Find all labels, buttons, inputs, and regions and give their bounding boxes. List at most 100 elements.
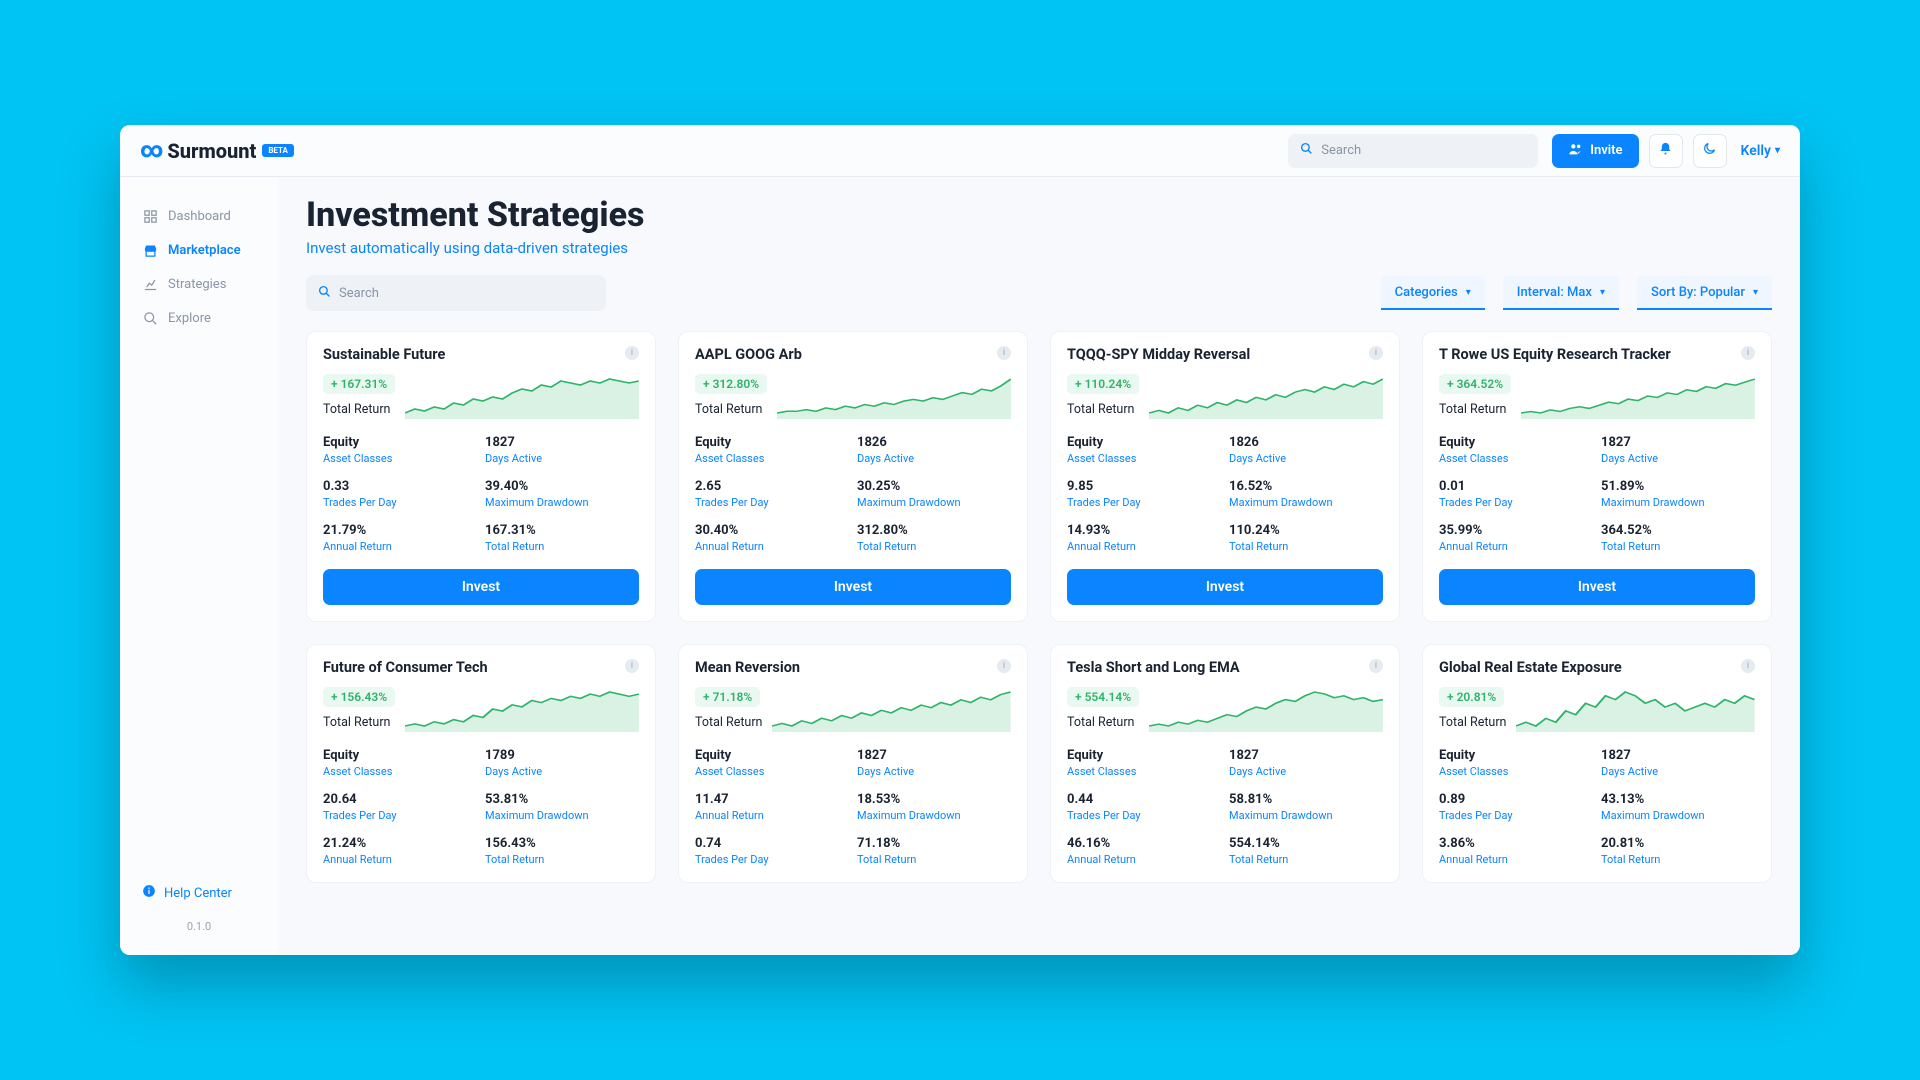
sidebar-item-strategies[interactable]: Strategies <box>120 267 278 301</box>
strategy-title: Tesla Short and Long EMA <box>1067 659 1240 676</box>
stat-ar: 0.74Trades Per Day <box>695 836 849 866</box>
stat-dd: 16.52%Maximum Drawdown <box>1229 479 1383 509</box>
invite-label: Invite <box>1590 143 1622 158</box>
info-icon[interactable]: i <box>1369 346 1383 360</box>
notifications-button[interactable] <box>1649 134 1683 168</box>
beta-badge: BETA <box>262 144 294 157</box>
stat-tr: 312.80%Total Return <box>857 523 1011 553</box>
stat-tpd: 0.33Trades Per Day <box>323 479 477 509</box>
sparkline-chart <box>405 686 639 732</box>
sort-label: Sort By: Popular <box>1651 285 1745 300</box>
stat-asset: EquityAsset Classes <box>1067 435 1221 465</box>
sparkline-chart <box>1149 686 1383 732</box>
stat-tr: 20.81%Total Return <box>1601 836 1755 866</box>
stat-days: 1827Days Active <box>1601 435 1755 465</box>
user-menu[interactable]: Kelly ▾ <box>1741 143 1781 159</box>
stat-days: 1789Days Active <box>485 748 639 778</box>
interval-filter[interactable]: Interval: Max ▾ <box>1503 276 1619 310</box>
sparkline-chart <box>1521 373 1755 419</box>
return-label: Total Return <box>1067 402 1139 417</box>
strategy-card: AAPL GOOG Arbi+ 312.80%Total ReturnEquit… <box>678 331 1028 622</box>
sidebar-item-label: Strategies <box>168 277 226 292</box>
stat-tr: 554.14%Total Return <box>1229 836 1383 866</box>
chevron-down-icon: ▾ <box>1466 287 1471 298</box>
stat-tpd: 0.01Trades Per Day <box>1439 479 1593 509</box>
global-search[interactable]: Search <box>1288 134 1538 168</box>
brand-logo[interactable]: ∞ Surmount BETA <box>140 138 294 163</box>
strategy-search-placeholder: Search <box>339 286 379 301</box>
info-icon[interactable]: i <box>1369 659 1383 673</box>
moon-icon <box>1702 141 1717 160</box>
stat-ar: 21.79%Annual Return <box>323 523 477 553</box>
info-icon[interactable]: i <box>997 659 1011 673</box>
stat-dd: 58.81%Maximum Drawdown <box>1229 792 1383 822</box>
info-icon[interactable]: i <box>625 659 639 673</box>
invite-button[interactable]: Invite <box>1552 134 1638 168</box>
return-label: Total Return <box>695 715 762 730</box>
chart-icon <box>142 276 158 292</box>
sidebar-item-label: Explore <box>168 311 211 326</box>
strategy-card: Sustainable Futurei+ 167.31%Total Return… <box>306 331 656 622</box>
stat-dd: 51.89%Maximum Drawdown <box>1601 479 1755 509</box>
return-label: Total Return <box>1439 715 1506 730</box>
sort-filter[interactable]: Sort By: Popular ▾ <box>1637 276 1772 310</box>
stat-tr: 167.31%Total Return <box>485 523 639 553</box>
filter-bar: Search Categories ▾ Interval: Max ▾ Sort… <box>306 275 1772 311</box>
return-label: Total Return <box>323 715 395 730</box>
stat-dd: 18.53%Maximum Drawdown <box>857 792 1011 822</box>
strategy-card: Mean Reversioni+ 71.18%Total ReturnEquit… <box>678 644 1028 883</box>
user-name: Kelly <box>1741 143 1771 159</box>
stat-tpd: 11.47Annual Return <box>695 792 849 822</box>
sidebar-item-marketplace[interactable]: Marketplace <box>120 233 278 267</box>
stat-tpd: 20.64Trades Per Day <box>323 792 477 822</box>
page-title: Investment Strategies <box>306 195 1772 235</box>
strategy-title: TQQQ-SPY Midday Reversal <box>1067 346 1250 363</box>
stat-ar: 46.16%Annual Return <box>1067 836 1221 866</box>
invest-button[interactable]: Invest <box>1439 569 1755 605</box>
stat-asset: EquityAsset Classes <box>1439 435 1593 465</box>
sidebar-item-explore[interactable]: Explore <box>120 301 278 335</box>
stat-dd: 53.81%Maximum Drawdown <box>485 792 639 822</box>
info-icon[interactable]: i <box>997 346 1011 360</box>
search-icon <box>142 310 158 326</box>
invest-button[interactable]: Invest <box>1067 569 1383 605</box>
stat-tr: 110.24%Total Return <box>1229 523 1383 553</box>
theme-toggle[interactable] <box>1693 134 1727 168</box>
help-center-link[interactable]: Help Center <box>120 876 278 910</box>
info-icon[interactable]: i <box>625 346 639 360</box>
stat-ar: 35.99%Annual Return <box>1439 523 1593 553</box>
stat-tpd: 0.89Trades Per Day <box>1439 792 1593 822</box>
strategy-card: Future of Consumer Techi+ 156.43%Total R… <box>306 644 656 883</box>
stat-ar: 14.93%Annual Return <box>1067 523 1221 553</box>
sparkline-chart <box>405 373 639 419</box>
stat-ar: 3.86%Annual Return <box>1439 836 1593 866</box>
sidebar-item-label: Dashboard <box>168 209 231 224</box>
return-badge: + 312.80% <box>695 374 767 394</box>
stat-dd: 43.13%Maximum Drawdown <box>1601 792 1755 822</box>
strategy-search[interactable]: Search <box>306 275 606 311</box>
categories-filter[interactable]: Categories ▾ <box>1381 276 1485 310</box>
stat-ar: 21.24%Annual Return <box>323 836 477 866</box>
sidebar-item-label: Marketplace <box>168 243 241 258</box>
sidebar-item-dashboard[interactable]: Dashboard <box>120 199 278 233</box>
strategy-card: TQQQ-SPY Midday Reversali+ 110.24%Total … <box>1050 331 1400 622</box>
stat-days: 1827Days Active <box>485 435 639 465</box>
info-icon[interactable]: i <box>1741 659 1755 673</box>
strategy-card: Global Real Estate Exposurei+ 20.81%Tota… <box>1422 644 1772 883</box>
stat-days: 1827Days Active <box>1601 748 1755 778</box>
search-icon <box>1300 142 1313 159</box>
strategy-card: Tesla Short and Long EMAi+ 554.14%Total … <box>1050 644 1400 883</box>
stat-dd: 30.25%Maximum Drawdown <box>857 479 1011 509</box>
chevron-down-icon: ▾ <box>1753 287 1758 298</box>
page-subtitle: Invest automatically using data-driven s… <box>306 239 1772 257</box>
invest-button[interactable]: Invest <box>695 569 1011 605</box>
return-badge: + 364.52% <box>1439 374 1511 394</box>
return-badge: + 156.43% <box>323 687 395 707</box>
info-icon[interactable]: i <box>1741 346 1755 360</box>
stat-asset: EquityAsset Classes <box>323 748 477 778</box>
strategy-title: AAPL GOOG Arb <box>695 346 802 363</box>
people-icon <box>1568 141 1584 161</box>
topbar: ∞ Surmount BETA Search Invite <box>120 125 1800 177</box>
invest-button[interactable]: Invest <box>323 569 639 605</box>
strategy-title: Sustainable Future <box>323 346 445 363</box>
